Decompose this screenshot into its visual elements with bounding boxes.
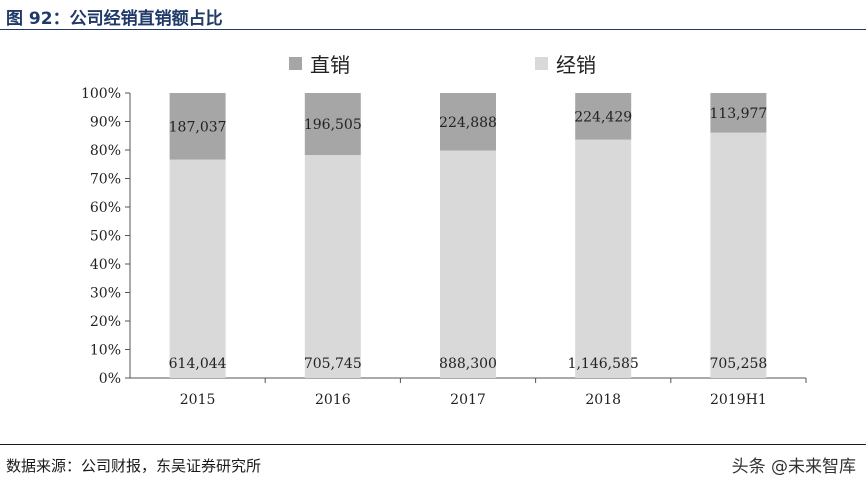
data-label-distributor: 705,745 — [304, 356, 362, 372]
y-tick-label: 80% — [90, 143, 121, 159]
y-tick-label: 60% — [90, 200, 121, 216]
data-label-direct: 224,429 — [574, 109, 632, 125]
data-label-direct: 224,888 — [439, 115, 497, 131]
bar-distributor — [304, 155, 361, 378]
data-label-direct: 113,977 — [709, 106, 767, 122]
legend-swatch — [535, 57, 548, 70]
stacked-bar-chart: 0% 10% 20% 30% 40% 50% 60% 70% 80% 90% 100% 614,044… — [81, 53, 807, 408]
data-label-distributor: 705,258 — [709, 356, 767, 372]
y-tick-label: 10% — [90, 343, 121, 359]
bar-direct — [710, 93, 767, 133]
data-label-direct: 187,037 — [169, 119, 227, 135]
y-tick-label: 50% — [90, 229, 121, 245]
bar-direct — [440, 93, 496, 151]
y-tick-label: 90% — [90, 115, 121, 131]
y-tick-label: 0% — [99, 371, 121, 387]
x-tick-label: 2017 — [450, 392, 486, 408]
bar-distributor — [710, 132, 767, 378]
bar-direct — [169, 93, 226, 160]
figure-header: 图 92：公司经销直销额占比 — [0, 0, 866, 30]
x-tick-label: 2019H1 — [710, 392, 767, 408]
x-tick-label: 2015 — [180, 392, 216, 408]
bar-distributor — [169, 159, 226, 378]
watermark: 头条 @未来智库 — [731, 457, 856, 477]
y-tick-label: 70% — [90, 172, 121, 188]
x-tick-label: 2018 — [585, 392, 621, 408]
data-label-direct: 196,505 — [304, 117, 362, 133]
footer-divider — [0, 444, 866, 445]
y-tick-label: 30% — [90, 286, 121, 302]
bar-distributor — [575, 139, 632, 378]
figure-title: 图 92：公司经销直销额占比 — [6, 9, 223, 29]
data-source-note: 数据来源：公司财报，东吴证券研究所 — [6, 457, 262, 475]
data-label-distributor: 1,146,585 — [568, 356, 639, 372]
data-label-distributor: 888,300 — [439, 356, 497, 372]
bar-direct — [304, 93, 361, 156]
y-tick-label: 100% — [81, 86, 121, 102]
legend-label: 直销 — [310, 53, 350, 77]
bar-direct — [575, 93, 632, 140]
y-tick-label: 20% — [90, 314, 121, 330]
data-label-distributor: 614,044 — [169, 356, 227, 372]
x-tick-label: 2016 — [315, 392, 351, 408]
bar-distributor — [440, 150, 496, 378]
legend-label: 经销 — [556, 53, 596, 77]
legend-swatch — [289, 57, 302, 70]
y-tick-label: 40% — [90, 257, 121, 273]
